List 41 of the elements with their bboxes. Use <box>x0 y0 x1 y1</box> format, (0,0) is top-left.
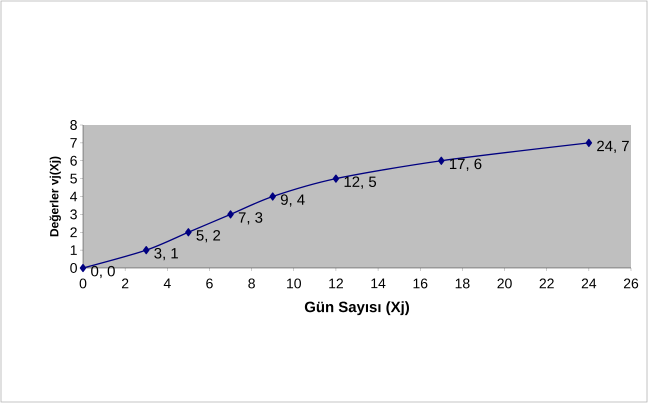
x-tick-label: 6 <box>206 278 213 288</box>
data-label: 5, 2 <box>196 230 220 242</box>
x-tick-label: 12 <box>329 278 343 288</box>
point <box>269 192 276 201</box>
point <box>185 228 192 236</box>
point <box>586 138 592 148</box>
x-tick-label: 16 <box>414 278 428 288</box>
y-tick-label: 8 <box>70 120 77 130</box>
x-tick-label: 0 <box>80 278 86 288</box>
y-tick-label: 6 <box>70 156 77 166</box>
x-tick-label: 8 <box>248 278 255 288</box>
point <box>438 156 445 165</box>
y-tick-label: 1 <box>70 245 77 255</box>
data-label: 9, 4 <box>280 194 305 207</box>
y-tick-label: 4 <box>70 192 78 202</box>
point <box>227 210 234 219</box>
y-tick-label: 0 <box>70 263 77 273</box>
x-tick-label: 22 <box>540 278 554 288</box>
point <box>332 174 340 183</box>
point <box>142 246 150 254</box>
data-label: 7, 3 <box>238 212 262 225</box>
data-label: 0, 0 <box>91 266 115 278</box>
y-tick-label: 3 <box>70 209 77 220</box>
x-tick-label: 26 <box>624 278 638 288</box>
x-tick-label: 24 <box>582 278 596 288</box>
point <box>80 264 86 272</box>
x-axis-title: Gün Sayısı (Xj) <box>304 301 409 316</box>
x-tick-label: 14 <box>371 278 386 288</box>
x-tick-label: 18 <box>456 278 470 288</box>
y-tick-label: 7 <box>70 138 77 148</box>
y-tick-label: 2 <box>70 227 77 238</box>
x-tick-label: 10 <box>287 278 301 288</box>
x-tick-label: 20 <box>497 278 512 288</box>
data-label: 12, 5 <box>344 176 376 189</box>
data-label: 17, 6 <box>450 158 482 171</box>
data-label: 24, 7 <box>597 140 629 154</box>
data-label: 3, 1 <box>154 248 178 260</box>
x-tick-label: 2 <box>122 278 128 288</box>
x-tick-label: 4 <box>164 278 171 288</box>
y-axis-title: Değerler vj(Xj) <box>50 156 61 236</box>
y-tick-label: 5 <box>70 174 77 184</box>
